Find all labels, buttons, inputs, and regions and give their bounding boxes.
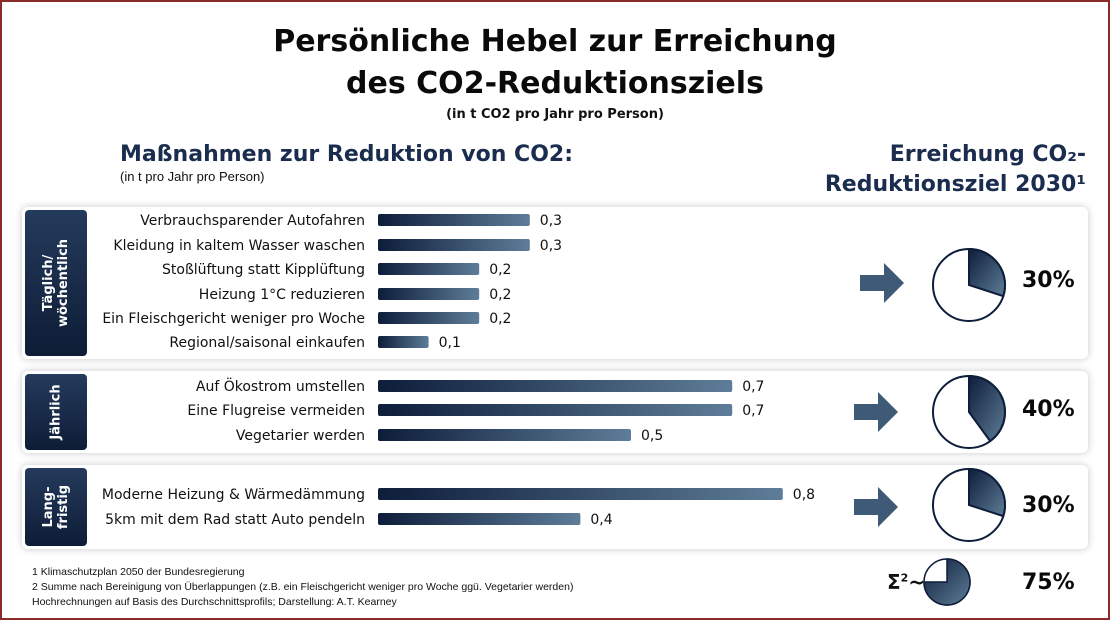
- bar: [378, 263, 480, 275]
- sum-tilde: ~: [908, 570, 926, 594]
- bar: [378, 336, 429, 348]
- sum-percent: 75%: [1022, 570, 1075, 595]
- bar: [378, 312, 480, 324]
- bar: [378, 380, 733, 392]
- footnote-2: 2 Summe nach Bereinigung von Überlappung…: [32, 581, 574, 593]
- bar-category-label: Vegetarier werden: [236, 428, 365, 444]
- bar-category-label: Moderne Heizung & Wärmedämmung: [102, 487, 365, 503]
- bar-value-label: 0,5: [641, 428, 663, 444]
- bar-value-label: 0,7: [742, 379, 764, 395]
- subtitle: (in t CO2 pro Jahr pro Person): [446, 107, 664, 122]
- arrow-right-icon: [854, 392, 898, 432]
- goal-pie-slice: [968, 247, 1006, 298]
- bar-category-label: Auf Ökostrom umstellen: [196, 377, 365, 395]
- bar: [378, 488, 783, 500]
- bar-category-label: Eine Flugreise vermeiden: [187, 403, 365, 419]
- footnote-3: Hochrechnungen auf Basis des Durchschnit…: [32, 596, 397, 608]
- sum-footnote-mark: 2: [900, 571, 909, 585]
- bar: [378, 239, 530, 251]
- bar-value-label: 0,7: [742, 403, 764, 419]
- goal-percent-daily-weekly: 30%: [1022, 268, 1075, 293]
- bar: [378, 404, 733, 416]
- bar-category-label: Ein Fleischgericht weniger pro Woche: [102, 311, 365, 327]
- panel-longterm: Lang- fristig 30%: [22, 465, 1088, 549]
- sum-pie-slice: [923, 558, 971, 606]
- goal-pie-slice: [968, 467, 1006, 518]
- bar-value-label: 0,1: [439, 335, 461, 351]
- sum-sigma: Σ: [887, 570, 901, 594]
- arrow-right-icon: [860, 263, 904, 303]
- title-line-1: Persönliche Hebel zur Erreichung: [273, 24, 837, 59]
- bar-category-label: Stoßlüftung statt Kipplüftung: [162, 262, 365, 278]
- bar: [378, 214, 530, 226]
- measures-unit: (in t pro Jahr pro Person): [120, 169, 265, 184]
- bar: [378, 288, 480, 300]
- footnote-1: 1 Klimaschutzplan 2050 der Bundesregieru…: [32, 566, 245, 578]
- bar-category-label: Regional/saisonal einkaufen: [169, 335, 365, 351]
- bar-value-label: 0,2: [489, 262, 511, 278]
- goal-heading-line-2: Reduktionsziel 2030¹: [824, 172, 1086, 197]
- bar-value-label: 0,8: [793, 487, 815, 503]
- side-label-yearly: Jährlich: [25, 374, 87, 450]
- bar-category-label: Kleidung in kaltem Wasser waschen: [113, 238, 365, 254]
- side-label-longterm: Lang- fristig: [25, 468, 87, 546]
- title-line-2: des CO2-Reduktionsziels: [346, 66, 764, 101]
- panel-daily-weekly: Täglich/ wöchentlich 30%: [22, 207, 1088, 359]
- bar: [378, 429, 631, 441]
- side-label-daily-weekly: Täglich/ wöchentlich: [25, 210, 87, 356]
- bar-value-label: 0,2: [489, 311, 511, 327]
- goal-percent-yearly: 40%: [1022, 397, 1075, 422]
- bar-value-label: 0,4: [590, 512, 612, 528]
- bar-value-label: 0,3: [540, 213, 562, 229]
- bar-value-label: 0,3: [540, 238, 562, 254]
- bar-category-label: 5km mit dem Rad statt Auto pendeln: [105, 512, 365, 528]
- bar-category-label: Verbrauchsparender Autofahren: [140, 213, 365, 229]
- goal-heading-line-1: Erreichung CO₂-: [889, 142, 1086, 167]
- goal-percent-longterm: 30%: [1022, 493, 1075, 518]
- sum-symbol: Σ2~: [887, 570, 925, 594]
- arrow-right-icon: [854, 487, 898, 527]
- goal-pie-slice: [968, 374, 1006, 443]
- bar-category-label: Heizung 1°C reduzieren: [199, 287, 365, 303]
- measures-heading: Maßnahmen zur Reduktion von CO2:: [120, 142, 573, 167]
- bar-value-label: 0,2: [489, 287, 511, 303]
- bar: [378, 513, 581, 525]
